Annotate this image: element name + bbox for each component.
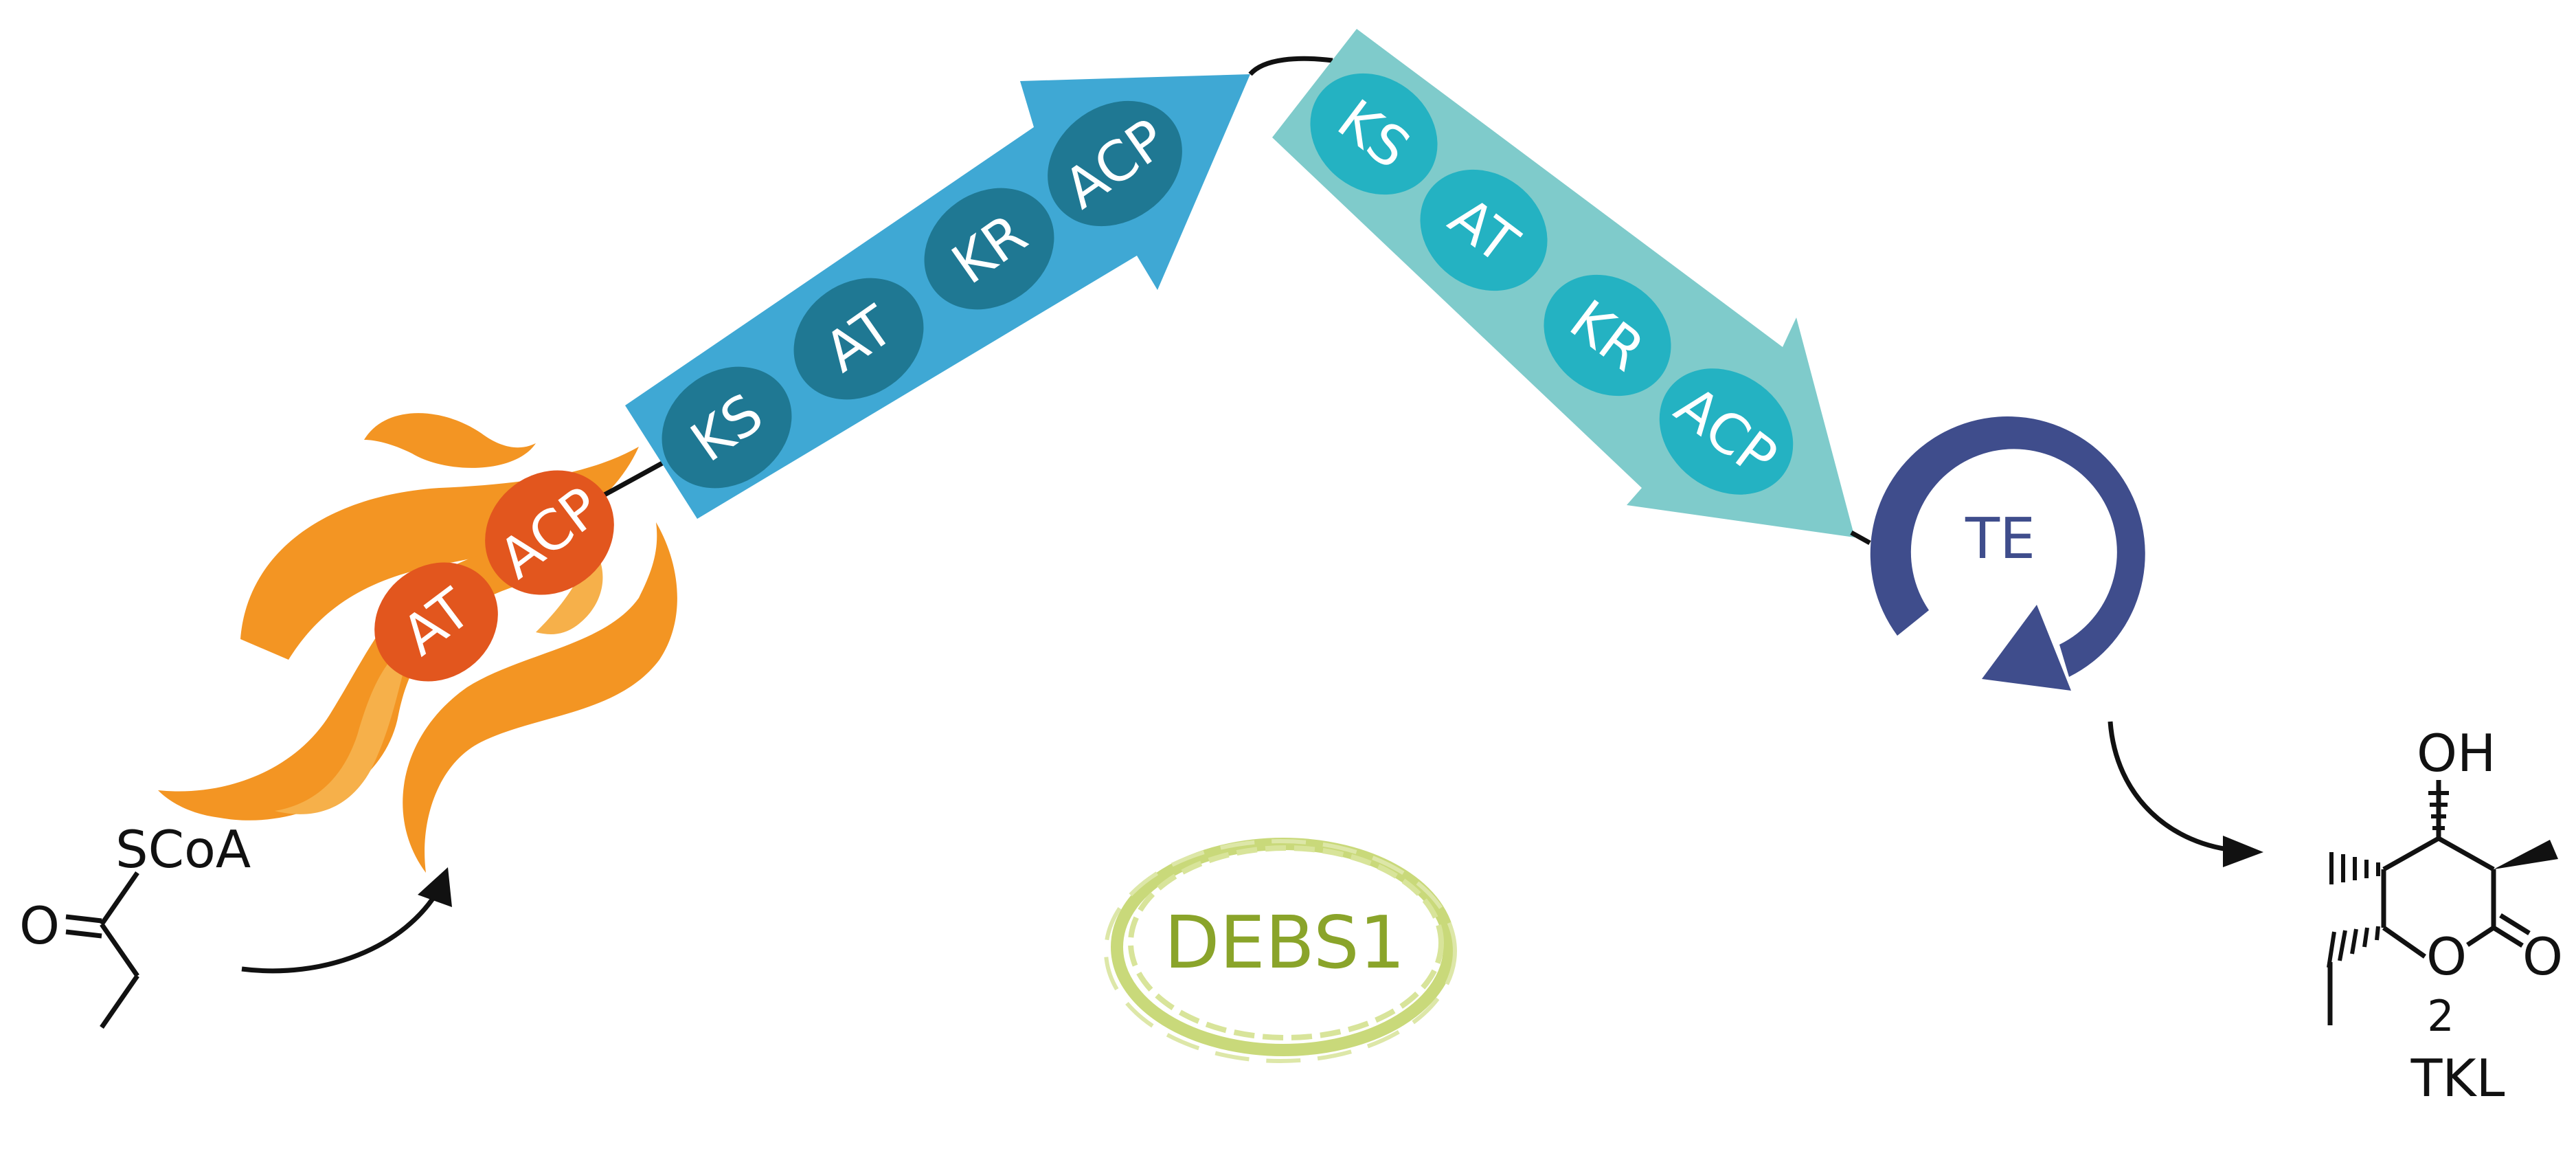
module-1-domain-at: AT bbox=[793, 278, 924, 400]
module-1: KS AT KR ACP bbox=[625, 74, 1250, 519]
scoa-label: SCoA bbox=[115, 819, 251, 880]
module-2: KS AT KR ACP bbox=[1272, 29, 1855, 537]
release-arrow bbox=[2108, 721, 2263, 867]
product-tkl: OH O O 2 TKL bbox=[2327, 723, 2563, 1108]
compound-number: 2 bbox=[2427, 991, 2454, 1041]
substrate-arrow bbox=[241, 867, 452, 974]
linker-line bbox=[603, 456, 671, 498]
loading-domain-at: AT bbox=[374, 562, 498, 682]
module-2-domain-kr: KR bbox=[1544, 274, 1671, 397]
debs1-badge: DEBS1 bbox=[1104, 838, 1457, 1063]
module-1-domain-kr: KR bbox=[924, 188, 1054, 310]
te-label: TE bbox=[1965, 506, 2035, 572]
module-linker bbox=[1248, 56, 1333, 76]
loading-module: AT ACP bbox=[158, 413, 677, 873]
te-arrowhead-icon bbox=[1982, 605, 2071, 691]
substrate-propionyl-coa: SCoA O bbox=[19, 819, 251, 1029]
substrate-carbonyl-o: O bbox=[19, 895, 60, 956]
product-hydroxyl-label: OH bbox=[2417, 723, 2496, 783]
module-2-domain-ks: KS bbox=[1310, 73, 1438, 195]
module-1-domain-ks: KS bbox=[662, 366, 792, 489]
product-ring-oxygen: O bbox=[2426, 926, 2467, 987]
thioesterase: TE bbox=[1870, 416, 2145, 691]
module-2-domain-at: AT bbox=[1420, 169, 1548, 291]
debs1-label: DEBS1 bbox=[1164, 901, 1405, 985]
product-carbonyl-o: O bbox=[2522, 926, 2563, 987]
module-2-domain-acp: ACP bbox=[1659, 368, 1794, 495]
linker-line bbox=[1850, 530, 1871, 546]
loading-domain-acp: ACP bbox=[485, 470, 614, 595]
compound-name: TKL bbox=[2410, 1048, 2505, 1108]
module-1-domain-acp: ACP bbox=[1048, 100, 1182, 227]
